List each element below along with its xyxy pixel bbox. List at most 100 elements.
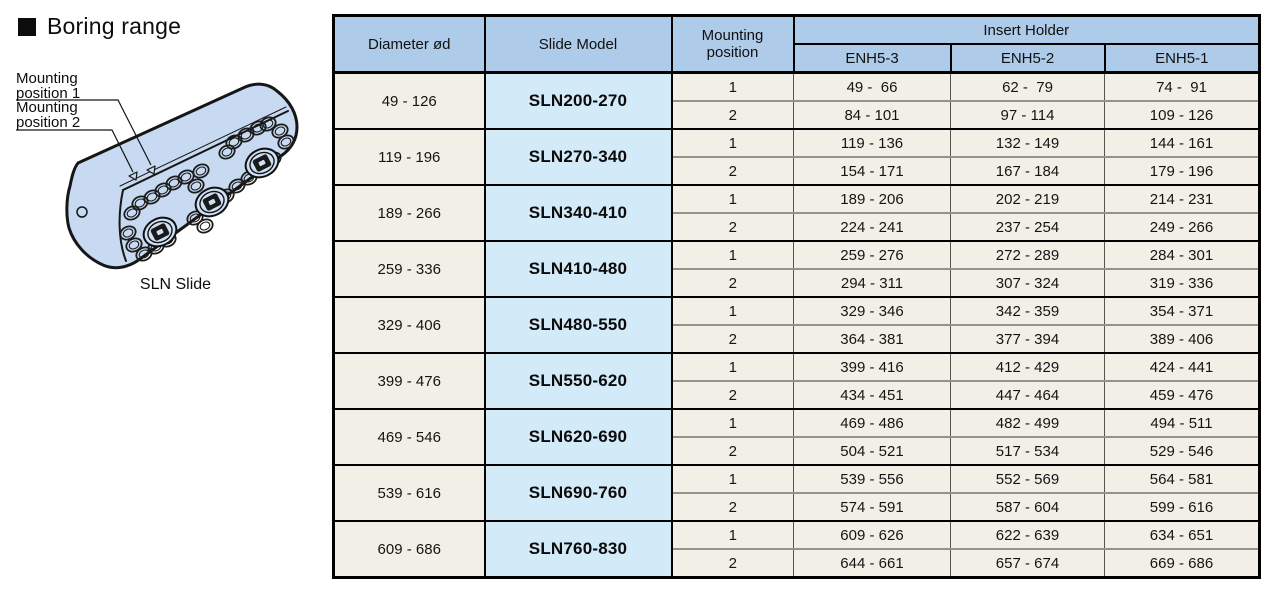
slide-model-cell: SLN620-690 — [484, 408, 673, 465]
holder-range-cell: 144 - 161 — [1104, 128, 1260, 157]
mounting-position-cell: 1 — [671, 71, 794, 101]
mounting-position-cell: 2 — [671, 100, 794, 129]
slide-model-cell: SLN550-620 — [484, 352, 673, 409]
table-row: 2 644 - 661 657 - 674 669 - 686 — [334, 548, 1260, 578]
mounting-position-cell: 1 — [671, 352, 794, 381]
header-enh5-1: ENH5-1 — [1103, 43, 1261, 74]
slide-model-cell: SLN480-550 — [484, 296, 673, 353]
mounting-position-cell: 1 — [671, 184, 794, 213]
sln-slide-illustration — [16, 82, 299, 270]
holder-range-cell: 167 - 184 — [950, 156, 1105, 185]
table-row: 189 - 266 SLN340-410 1 189 - 206 202 - 219 21… — [332, 184, 1260, 241]
mounting-position-cell: 2 — [671, 156, 794, 185]
holder-range-cell: 307 - 324 — [950, 268, 1105, 297]
holder-range-cell: 517 - 534 — [950, 436, 1105, 465]
holder-range-cell: 564 - 581 — [1104, 464, 1260, 493]
holder-range-cell: 202 - 219 — [950, 184, 1105, 213]
diameter-cell: 259 - 336 — [332, 240, 486, 297]
boring-range-table: Diameter ød Slide Model Mounting positio… — [332, 14, 1261, 579]
diameter-cell: 539 - 616 — [332, 464, 486, 521]
holder-range-cell: 459 - 476 — [1104, 380, 1260, 409]
mounting-position-cell: 1 — [671, 296, 794, 325]
mounting-position-cell: 2 — [671, 268, 794, 297]
holder-range-cell: 62 - 79 — [950, 71, 1105, 101]
slide-caption: SLN Slide — [139, 276, 212, 293]
slide-model-cell: SLN340-410 — [484, 184, 673, 241]
holder-range-cell: 224 - 241 — [793, 212, 951, 241]
table-row: 2 224 - 241 237 - 254 249 - 266 — [334, 212, 1260, 241]
illustration-panel: Boring range Mounting position 1 Mountin… — [0, 0, 333, 610]
holder-range-cell: 599 - 616 — [1104, 492, 1260, 521]
mounting-position-cell: 1 — [671, 128, 794, 157]
holder-range-cell: 189 - 206 — [793, 184, 951, 213]
holder-range-cell: 329 - 346 — [793, 296, 951, 325]
diameter-cell: 399 - 476 — [332, 352, 486, 409]
diameter-cell: 119 - 196 — [332, 128, 486, 185]
holder-range-cell: 214 - 231 — [1104, 184, 1260, 213]
table-row: 259 - 336 SLN410-480 1 259 - 276 272 - 289 28… — [332, 240, 1260, 297]
mounting-position-2-label: Mounting position 2 — [16, 99, 81, 131]
mounting-position-cell: 2 — [671, 324, 794, 353]
holder-range-cell: 669 - 686 — [1104, 548, 1260, 578]
holder-range-cell: 494 - 511 — [1104, 408, 1260, 437]
holder-range-cell: 622 - 639 — [950, 520, 1105, 549]
holder-range-cell: 504 - 521 — [793, 436, 951, 465]
mounting-position-cell: 2 — [671, 492, 794, 521]
holder-range-cell: 447 - 464 — [950, 380, 1105, 409]
holder-range-cell: 259 - 276 — [793, 240, 951, 269]
header-enh5-3: ENH5-3 — [792, 43, 952, 74]
table-row: 329 - 406 SLN480-550 1 329 - 346 342 - 359 35… — [332, 296, 1260, 353]
table-row: 2 294 - 311 307 - 324 319 - 336 — [334, 268, 1260, 297]
holder-range-cell: 587 - 604 — [950, 492, 1105, 521]
holder-range-cell: 377 - 394 — [950, 324, 1105, 353]
header-diameter: Diameter ød — [332, 14, 486, 74]
holder-range-cell: 657 - 674 — [950, 548, 1105, 578]
holder-range-cell: 482 - 499 — [950, 408, 1105, 437]
mounting-position-cell: 1 — [671, 464, 794, 493]
mounting-position-cell: 2 — [671, 380, 794, 409]
holder-range-cell: 119 - 136 — [793, 128, 951, 157]
holder-range-cell: 529 - 546 — [1104, 436, 1260, 465]
section-square-icon — [18, 17, 36, 36]
holder-range-cell: 539 - 556 — [793, 464, 951, 493]
diameter-cell: 469 - 546 — [332, 408, 486, 465]
table-row: 2 154 - 171 167 - 184 179 - 196 — [334, 156, 1260, 185]
table-row: 2 574 - 591 587 - 604 599 - 616 — [334, 492, 1260, 521]
slide-model-cell: SLN410-480 — [484, 240, 673, 297]
holder-range-cell: 634 - 651 — [1104, 520, 1260, 549]
header-enh5-2: ENH5-2 — [949, 43, 1106, 74]
slide-body — [65, 82, 299, 270]
holder-range-cell: 644 - 661 — [793, 548, 951, 578]
table-row: 399 - 476 SLN550-620 1 399 - 416 412 - 429 42… — [332, 352, 1260, 409]
holder-range-cell: 389 - 406 — [1104, 324, 1260, 353]
holder-range-cell: 49 - 66 — [793, 71, 951, 101]
diameter-cell: 189 - 266 — [332, 184, 486, 241]
holder-range-cell: 424 - 441 — [1104, 352, 1260, 381]
socket-holes — [142, 147, 280, 248]
slide-model-cell: SLN200-270 — [484, 71, 673, 129]
holder-range-cell: 84 - 101 — [793, 100, 951, 129]
holder-range-cell: 609 - 626 — [793, 520, 951, 549]
diameter-cell: 49 - 126 — [332, 71, 486, 129]
table-row: 2 84 - 101 97 - 114 109 - 126 — [334, 100, 1260, 129]
table-row: 539 - 616 SLN690-760 1 539 - 556 552 - 569 56… — [332, 464, 1260, 521]
holder-range-cell: 284 - 301 — [1104, 240, 1260, 269]
holder-range-cell: 132 - 149 — [950, 128, 1105, 157]
leader-lines — [16, 99, 152, 173]
holder-range-cell: 434 - 451 — [793, 380, 951, 409]
holder-range-cell: 364 - 381 — [793, 324, 951, 353]
holder-range-cell: 574 - 591 — [793, 492, 951, 521]
header-insert-holder: Insert Holder — [792, 14, 1261, 45]
page-title: Boring range — [18, 13, 181, 40]
holder-range-cell: 97 - 114 — [950, 100, 1105, 129]
table-row: 2 434 - 451 447 - 464 459 - 476 — [334, 380, 1260, 409]
mounting-position-cell: 2 — [671, 212, 794, 241]
table-row: 119 - 196 SLN270-340 1 119 - 136 132 - 149 14… — [332, 128, 1260, 185]
holder-range-cell: 74 - 91 — [1104, 71, 1260, 101]
table-row: 49 - 126 SLN200-270 1 49 - 66 62 - 79 74 - 91 — [332, 71, 1260, 129]
mounting-position-cell: 1 — [671, 240, 794, 269]
mounting-position-cell: 2 — [671, 436, 794, 465]
boring-table-body: 49 - 126 SLN200-270 1 49 - 66 62 - 79 74 - 91… — [332, 71, 1260, 578]
holder-range-cell: 399 - 416 — [793, 352, 951, 381]
